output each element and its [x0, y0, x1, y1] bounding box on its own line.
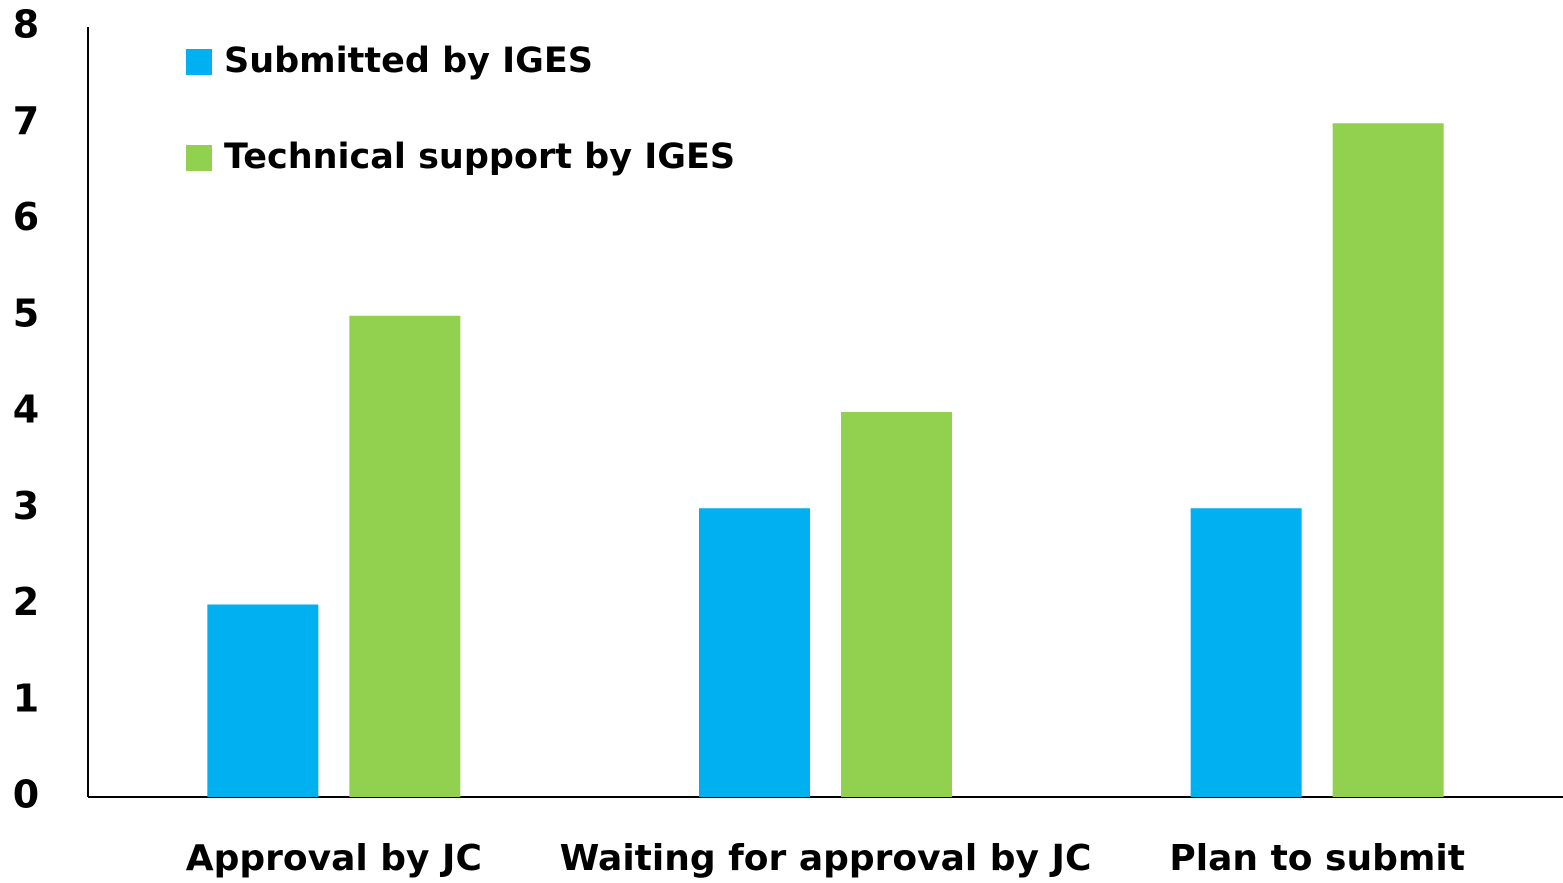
legend-swatch	[186, 145, 212, 171]
y-tick-label: 2	[13, 580, 39, 624]
x-tick-label: Approval by JC	[186, 838, 482, 879]
legend-label: Submitted by IGES	[224, 41, 593, 81]
y-tick-label: 4	[13, 388, 39, 432]
y-tick-label: 6	[13, 195, 39, 239]
bar	[841, 412, 952, 797]
y-tick-label: 7	[13, 99, 39, 143]
legend-swatch	[186, 49, 212, 75]
legend-label: Technical support by IGES	[224, 137, 735, 177]
y-tick-label: 0	[13, 773, 39, 817]
bar	[349, 315, 461, 797]
x-tick-label: Plan to submit	[1169, 838, 1465, 879]
y-tick-label: 8	[13, 3, 39, 47]
y-tick-label: 3	[13, 484, 39, 528]
x-tick-label: Waiting for approval by JC	[560, 838, 1092, 879]
bar	[1332, 123, 1444, 797]
bar	[699, 508, 810, 797]
bar	[207, 604, 319, 797]
bar	[1190, 508, 1302, 797]
y-tick-label: 1	[13, 676, 39, 720]
y-tick-label: 5	[13, 291, 39, 335]
